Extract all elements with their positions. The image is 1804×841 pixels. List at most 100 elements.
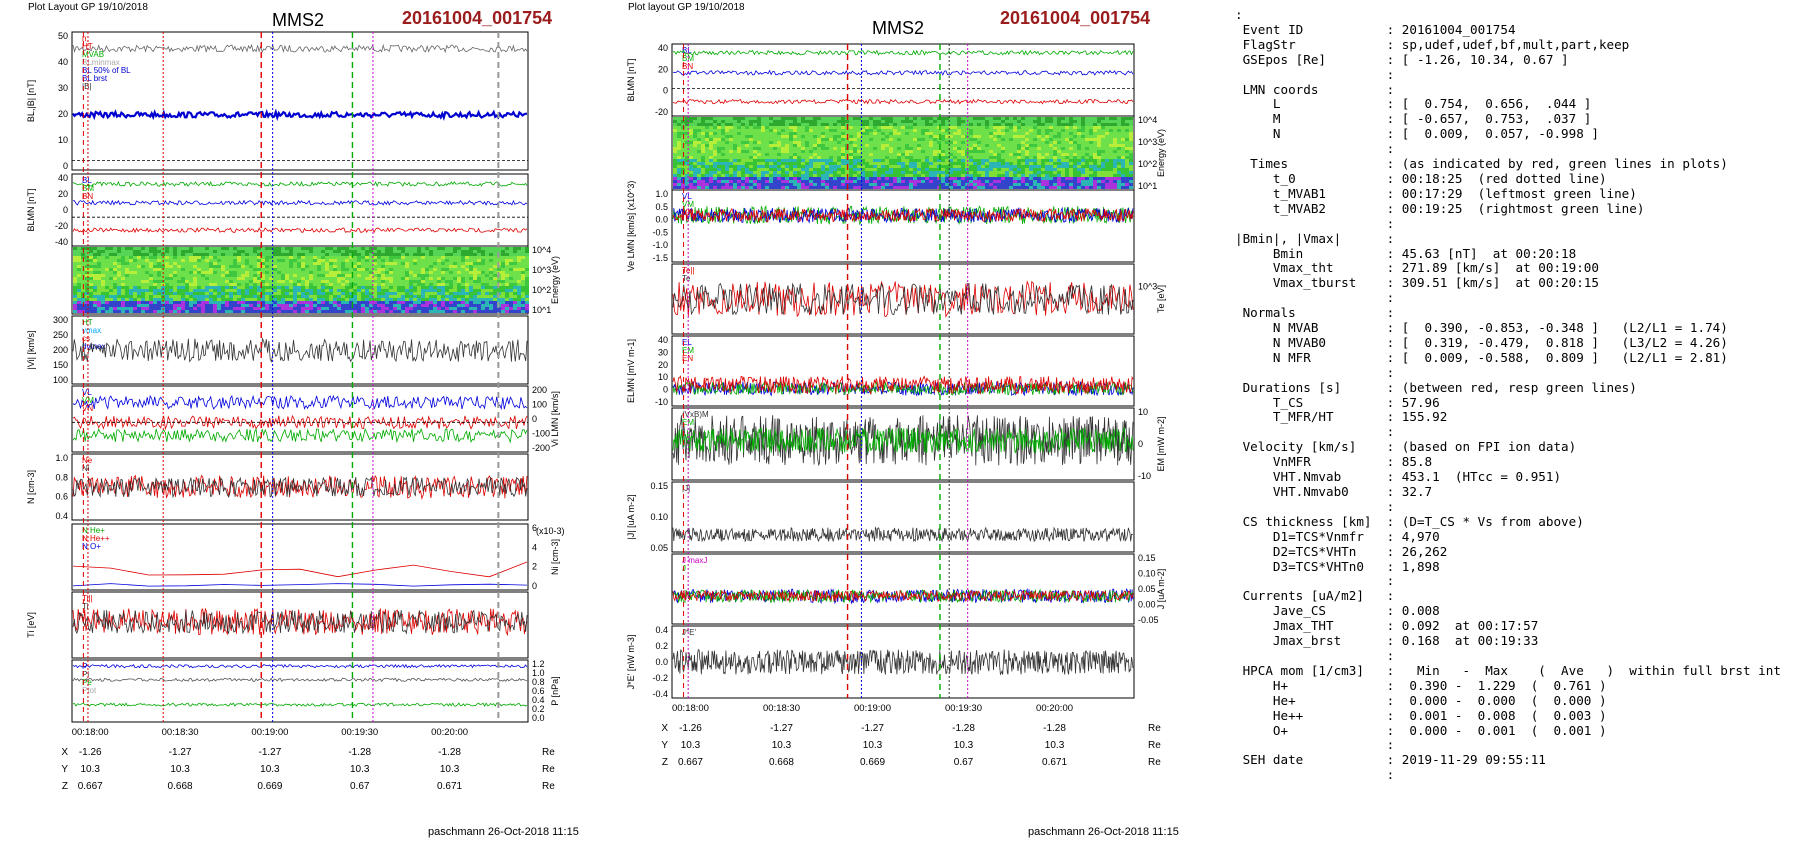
info-line: :	[1235, 290, 1395, 306]
info-line: Normals :	[1235, 305, 1395, 321]
right-event-id: 20161004_001754	[1000, 8, 1151, 28]
info-line: N MFR : [ 0.009, -0.588, 0.809 ] (L2/L1 …	[1235, 349, 1728, 365]
info-line: |Bmin|, |Vmax| :	[1235, 230, 1395, 246]
x-tick-label: 00:20:00	[431, 727, 468, 738]
info-line: FlagStr : sp,udef,udef,bf,mult,part,keep	[1235, 36, 1630, 52]
series-line	[72, 607, 528, 637]
legend-entry: n	[82, 34, 86, 43]
right-spacecraft: MMS2	[872, 18, 925, 38]
position-value: -1.26	[679, 723, 702, 734]
info-line: VHT.Nmvab : 453.1 (HTcc = 0.951)	[1235, 469, 1562, 485]
series-line	[72, 43, 528, 54]
y-tick-label: 0.0	[532, 713, 545, 723]
legend-entry: BN	[682, 62, 693, 71]
y-tick-label: 10^3	[532, 265, 551, 275]
position-value: 10.3	[954, 740, 974, 751]
series-line	[672, 49, 1134, 56]
series-line	[72, 427, 528, 444]
series-line	[672, 98, 1134, 105]
position-value: 10.3	[260, 764, 280, 775]
info-line: L : [ 0.754, 0.656, .044 ]	[1235, 96, 1592, 112]
y-tick-label: 0.0	[655, 657, 668, 667]
info-line: CS thickness [km] : (D=T_CS * Vs from ab…	[1235, 513, 1584, 529]
panel-frame	[671, 263, 1135, 335]
legend-entry: Te	[682, 274, 691, 283]
y-tick-label: 0	[1138, 439, 1143, 449]
info-line: VnMFR : 85.8	[1235, 454, 1433, 470]
legend-entry: MVAB	[82, 50, 104, 59]
legend-entry: Ptot	[82, 686, 97, 695]
info-line: D3=TCS*VHTn0 : 1,898	[1235, 558, 1440, 574]
x-tick-label: 00:19:00	[251, 727, 288, 738]
info-line: t_MVAB2 : 00:19:25 (rightmost green line…	[1235, 200, 1645, 216]
info-line: :	[1235, 573, 1395, 589]
y-tick-label: -1.5	[652, 253, 668, 263]
y-tick-label: 0.5	[655, 202, 668, 212]
info-line: :	[1235, 424, 1395, 440]
y-tick-label: 0.8	[55, 472, 68, 482]
y-tick-label: 1.0	[532, 668, 545, 678]
legend-entry: N He+	[82, 526, 105, 535]
y-tick-label: 30	[658, 347, 668, 357]
y-tick-label: 10^1	[1138, 181, 1157, 191]
legend-entry: Pe	[82, 678, 92, 687]
left-footer: paschmann 26-Oct-2018 11:15	[428, 826, 579, 838]
y-tick-label: 0.6	[55, 492, 68, 502]
y-tick-label: 10^1	[532, 305, 551, 315]
legend-entry: EN	[682, 354, 693, 363]
y-axis-label: Vi LMN [km/s]	[550, 391, 560, 447]
y-axis-label: Te [eV]	[1156, 285, 1166, 313]
y-tick-label: 300	[53, 315, 68, 325]
position-row-label: Z	[662, 757, 668, 768]
legend-entry: P	[82, 662, 87, 671]
series-line	[72, 414, 528, 431]
info-line: N MVAB0 : [ 0.319, -0.479, 0.818 ] (L3/L…	[1235, 334, 1728, 350]
legend-entry: (VxB)M	[682, 410, 709, 419]
legend-entry: N O+	[82, 542, 101, 551]
position-value: 0.671	[1042, 757, 1067, 768]
series-line	[72, 180, 528, 188]
info-line: LMN coords :	[1235, 81, 1395, 97]
legend-entry: BLminmax	[82, 58, 120, 67]
info-line: :	[1235, 767, 1395, 783]
legend-entry: BL 50% of BL	[82, 66, 131, 75]
legend-entry: VL	[682, 192, 692, 201]
panel-frame	[71, 31, 529, 171]
y-tick-label: 0	[63, 161, 68, 171]
spectrogram	[73, 247, 529, 313]
legend-entry: cs	[82, 334, 90, 343]
series-line	[672, 69, 1134, 76]
y-tick-label: -20	[55, 221, 68, 231]
position-value: 10.3	[170, 764, 190, 775]
y-tick-label: 10^4	[1138, 115, 1157, 125]
series-line	[72, 702, 528, 707]
y-tick-label: 30	[58, 83, 68, 93]
y-tick-label: 10^3	[1138, 282, 1157, 292]
left-spacecraft: MMS2	[272, 10, 325, 30]
legend-entry: VL	[82, 388, 92, 397]
info-line: Vmax_tht : 271.89 [km/s] at 00:19:00	[1235, 260, 1599, 276]
position-unit: Re	[1148, 723, 1161, 734]
panel-frame	[71, 385, 529, 453]
position-unit: Re	[542, 747, 555, 758]
y-tick-label: 0.4	[655, 625, 668, 635]
info-line: :	[1235, 215, 1395, 231]
y-tick-label: -10	[655, 397, 668, 407]
left-plot-header: Plot Layout GP 19/10/2018	[28, 2, 148, 13]
legend-entry: BL	[82, 176, 92, 185]
y-tick-label: 0.10	[1138, 569, 1156, 579]
info-line: Velocity [km/s] : (based on FPI ion data…	[1235, 439, 1577, 455]
info-line: N : [ 0.009, 0.057, -0.998 ]	[1235, 126, 1599, 142]
y-axis-label: J*E' [nW m-3]	[626, 635, 636, 690]
panel-frame	[71, 453, 529, 521]
position-unit: Re	[542, 764, 555, 775]
y-tick-label: 4	[532, 542, 537, 552]
series-line	[72, 609, 528, 635]
panel-frame	[671, 625, 1135, 699]
series-line	[672, 282, 1134, 316]
y-tick-label: 0.6	[532, 686, 545, 696]
series-line	[72, 476, 528, 499]
spectrogram	[673, 117, 1133, 189]
position-value: 0.669	[860, 757, 885, 768]
y-axis-label: Energy (eV)	[1156, 129, 1166, 177]
